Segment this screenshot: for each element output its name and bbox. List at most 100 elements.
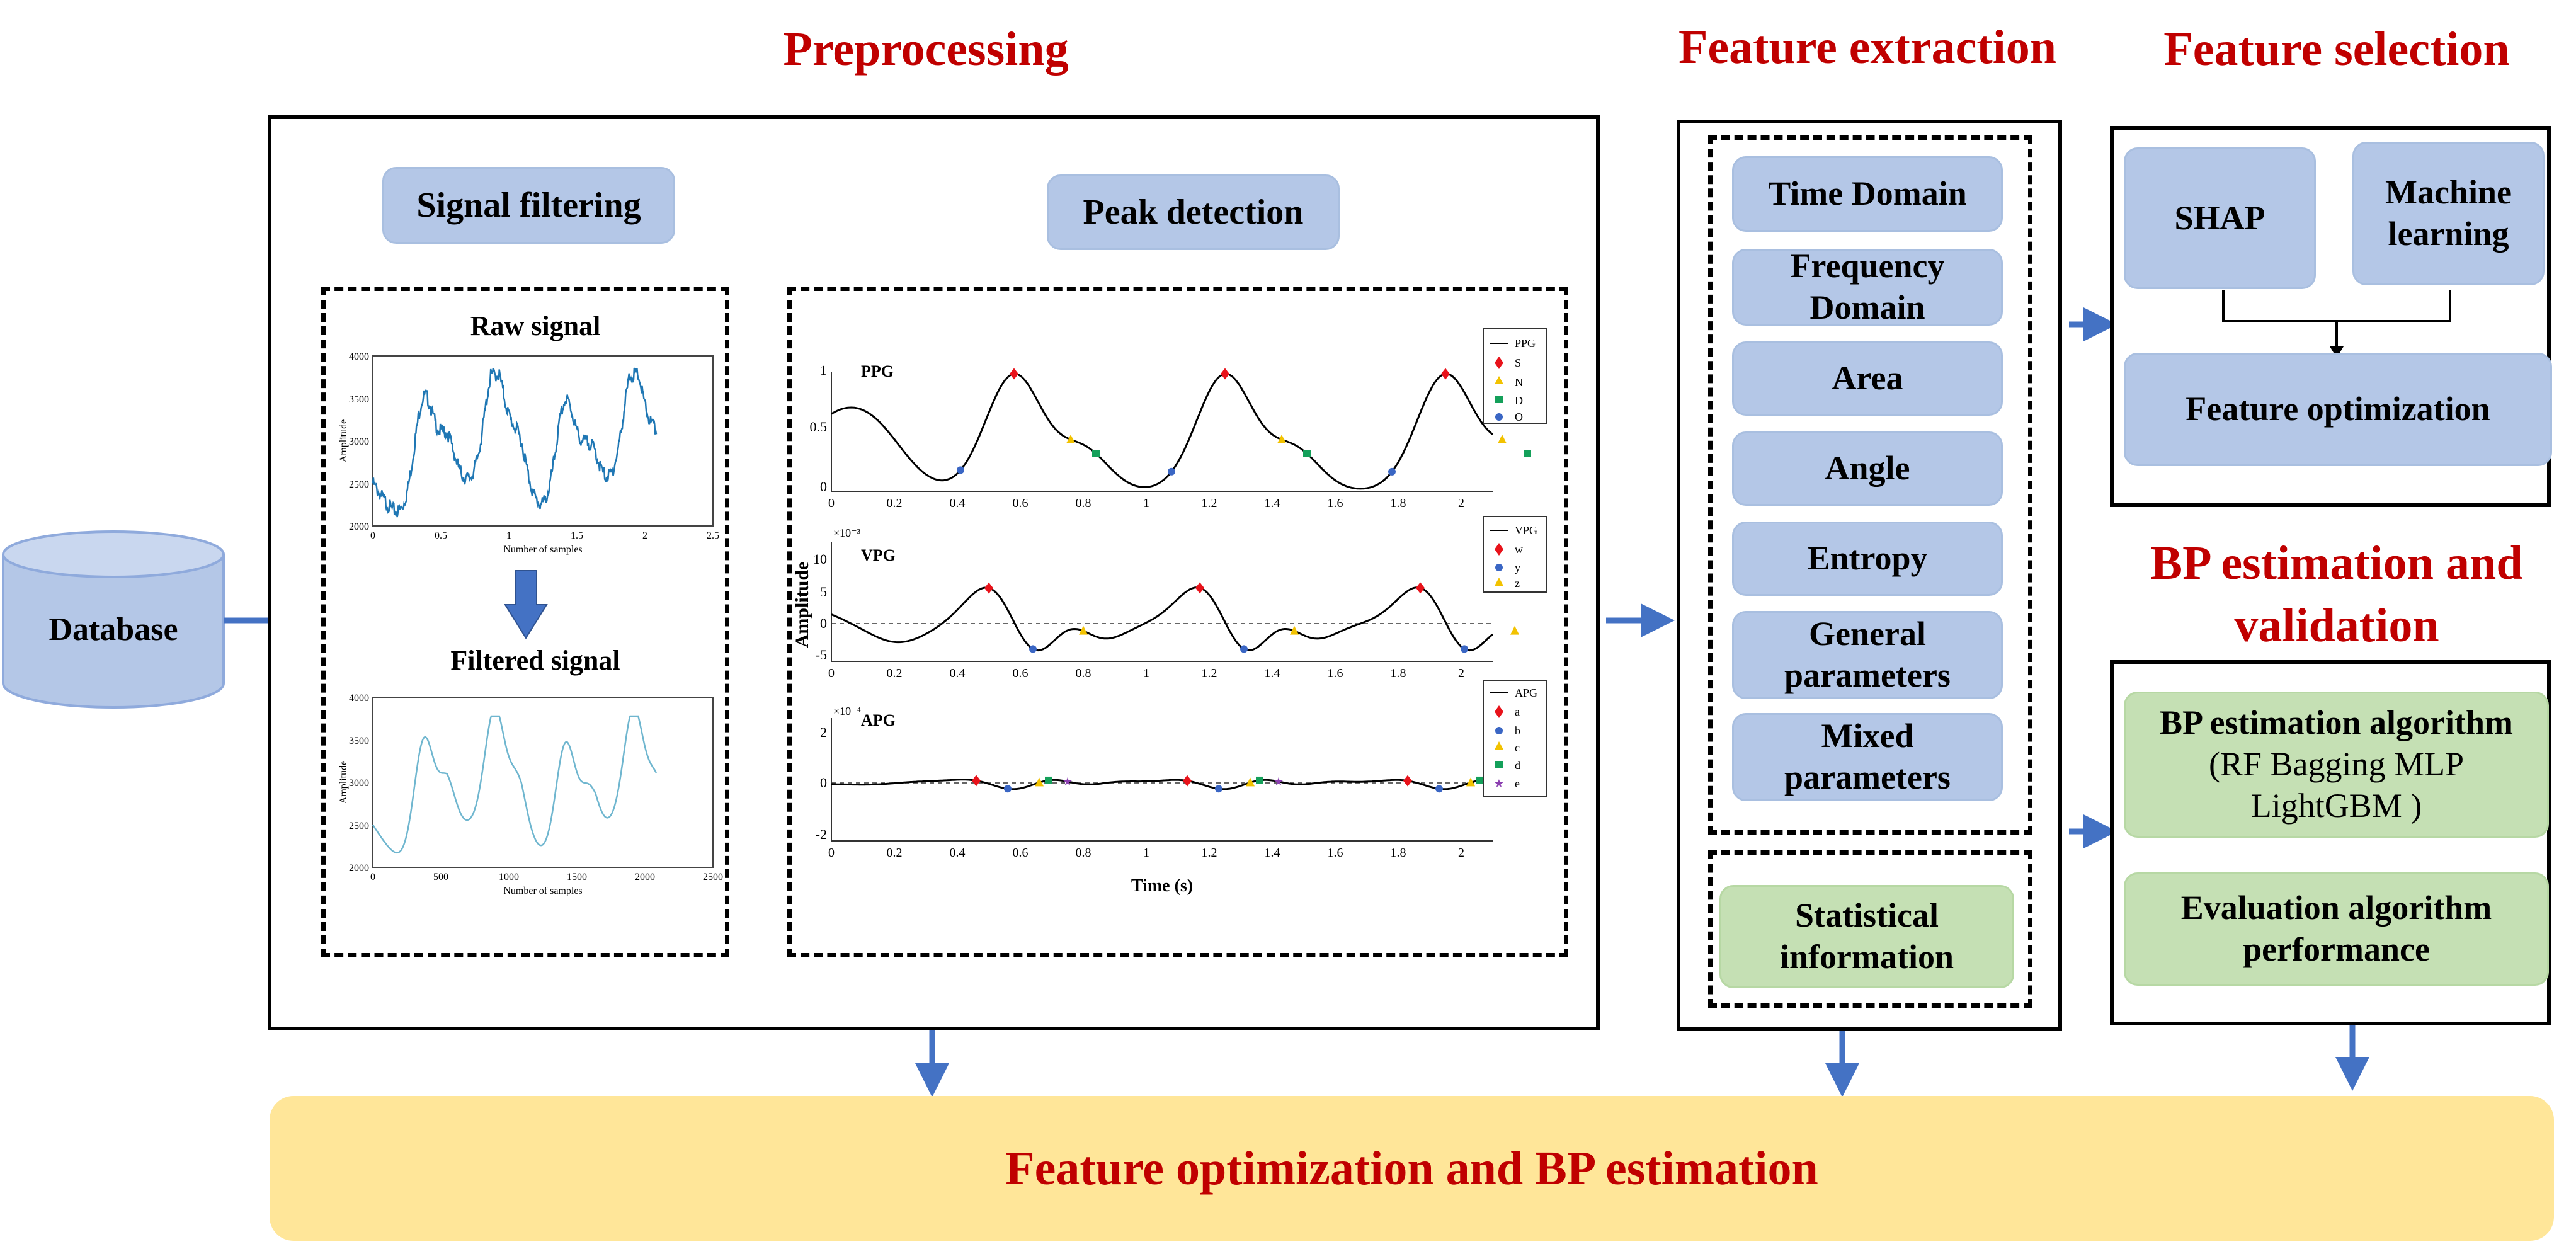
bp-algorithm-title: BP estimation algorithm — [2160, 704, 2513, 742]
vpg-xtick-10: 2 — [1458, 666, 1464, 680]
vpg-marker — [1461, 645, 1468, 653]
raw-ytick-0: 4000 — [349, 351, 369, 362]
apg-xtick-1: 0.2 — [887, 846, 903, 860]
apg-ytick-0: 2 — [820, 724, 827, 740]
feature-general-parameters: General parameters — [1732, 611, 2003, 699]
apg-marker — [972, 775, 981, 787]
vpg-legend-z: z — [1515, 577, 1520, 590]
vpg-xtick-8: 1.6 — [1328, 666, 1343, 680]
apg-xtick-9: 1.8 — [1391, 846, 1406, 860]
vpg-plot: VPG ×10⁻³ 10 5 0 -5 0 0.2 0.4 0.6 0.8 1 1.2 1.4… — [813, 516, 1547, 680]
vpg-legend-w: w — [1515, 543, 1523, 556]
vpg-ytick-1: 5 — [820, 584, 827, 600]
ppg-marker — [1303, 450, 1311, 458]
apg-xtick-4: 0.8 — [1076, 846, 1091, 860]
machine-learning-box: Machine learning — [2352, 142, 2545, 285]
vpg-marker — [1240, 645, 1248, 653]
raw-xtick-2: 1 — [506, 530, 511, 541]
filtered-ytick-2: 3000 — [349, 778, 369, 789]
apg-marker — [1004, 785, 1012, 793]
ppg-legend-o: O — [1515, 411, 1523, 423]
ppg-legend-s: S — [1515, 357, 1521, 369]
vpg-xtick-2: 0.4 — [950, 666, 966, 680]
apg-marker — [1466, 777, 1475, 787]
ppg-ytick-1: 0.5 — [810, 419, 828, 435]
vpg-marker — [1029, 645, 1037, 653]
vpg-exponent: ×10⁻³ — [833, 527, 861, 539]
filtered-ylabel: Amplitude — [338, 761, 349, 804]
ppg-xtick-4: 0.8 — [1076, 496, 1091, 510]
filtered-ytick-4: 2000 — [349, 863, 369, 874]
ppg-marker — [1498, 434, 1507, 443]
feature-statistical-information: Statistical information — [1719, 885, 2014, 988]
selection-merge-arrow — [2222, 290, 2451, 358]
raw-xtick-3: 1.5 — [571, 530, 583, 541]
apg-xtick-2: 0.4 — [950, 846, 966, 860]
peak-xlabel: Time (s) — [1131, 876, 1193, 896]
vpg-xtick-0: 0 — [828, 666, 835, 680]
feature-optimization-box: Feature optimization — [2124, 353, 2552, 466]
vpg-marker — [1416, 582, 1425, 594]
feature-frequency-domain: Frequency Domain — [1732, 247, 2003, 326]
ppg-legend-n: N — [1515, 376, 1523, 389]
filtered-signal-title: Filtered signal — [450, 645, 620, 676]
database-label: Database — [48, 612, 178, 648]
apg-xtick-6: 1.2 — [1202, 846, 1217, 860]
ppg-marker — [957, 466, 964, 474]
feature-extraction-dashed-group — [1708, 135, 2032, 835]
apg-ytick-2: -2 — [816, 826, 827, 842]
vpg-marker — [984, 582, 993, 594]
apg-legend-c: c — [1515, 741, 1520, 754]
apg-marker — [1476, 776, 1484, 784]
apg-marker: ★ — [1063, 775, 1073, 788]
vpg-xtick-3: 0.6 — [1013, 666, 1029, 680]
apg-xtick-7: 1.4 — [1265, 846, 1280, 860]
vpg-legend-line: VPG — [1515, 524, 1537, 537]
vpg-marker — [1290, 625, 1299, 635]
statistical-dashed-group — [1708, 850, 2032, 1008]
ppg-marker — [1441, 368, 1450, 380]
apg-xtick-5: 1 — [1143, 846, 1149, 860]
raw-xtick-1: 0.5 — [435, 530, 447, 541]
apg-xtick-8: 1.6 — [1328, 846, 1343, 860]
filtered-xlabel: Number of samples — [503, 886, 582, 896]
apg-legend-b: b — [1515, 724, 1520, 737]
apg-legend-e: e — [1515, 777, 1520, 790]
ppg-marker — [1221, 368, 1229, 380]
filtered-xtick-4: 2000 — [635, 872, 655, 882]
signal-filtering-box: Signal filtering — [382, 167, 675, 244]
apg-marker — [1403, 775, 1412, 787]
ppg-marker — [1168, 467, 1175, 476]
apg-marker — [1035, 777, 1044, 787]
apg-xtick-0: 0 — [828, 846, 835, 860]
raw-signal-title: Raw signal — [470, 311, 601, 341]
raw-xtick-4: 2 — [642, 530, 647, 541]
apg-legend-line: APG — [1515, 687, 1537, 699]
apg-legend-a: a — [1515, 705, 1520, 718]
peak-detection-panel — [787, 287, 1568, 957]
ppg-xtick-1: 0.2 — [887, 496, 903, 510]
svg-text:★: ★ — [1494, 777, 1504, 790]
ppg-plot: PPG 1 0.5 0 0 0.2 0.4 0.6 0.8 1 1.2 1.4 1.6 1.8 2 … — [810, 328, 1547, 510]
apg-marker — [1435, 785, 1443, 793]
preprocessing-title: Preprocessing — [783, 23, 1069, 76]
filtered-signal-plot: 4000 3500 3000 2500 2000 0 500 1000 1500… — [334, 683, 724, 901]
filtered-ytick-3: 2500 — [349, 821, 369, 831]
ppg-marker — [1388, 467, 1396, 476]
preprocessing-frame — [268, 115, 1600, 1030]
ppg-marker — [1010, 368, 1018, 380]
filter-down-arrow — [504, 570, 548, 639]
ppg-ytick-0: 1 — [820, 362, 827, 378]
filtered-xtick-1: 500 — [433, 872, 448, 882]
raw-ytick-4: 2000 — [349, 522, 369, 532]
filtered-xtick-2: 1000 — [499, 872, 519, 882]
feature-mixed-parameters: Mixed parameters — [1732, 713, 2003, 801]
raw-signal-plot: 4000 3500 3000 2500 2000 0 0.5 1 1.5 2 2… — [334, 350, 724, 564]
signal-filtering-panel — [321, 287, 729, 957]
apg-marker — [1215, 785, 1222, 793]
apg-marker: ★ — [1274, 775, 1284, 788]
vpg-xtick-4: 0.8 — [1076, 666, 1091, 680]
apg-marker — [1256, 776, 1263, 784]
feature-time-domain: Time Domain — [1732, 156, 2003, 232]
apg-label: APG — [861, 711, 896, 729]
